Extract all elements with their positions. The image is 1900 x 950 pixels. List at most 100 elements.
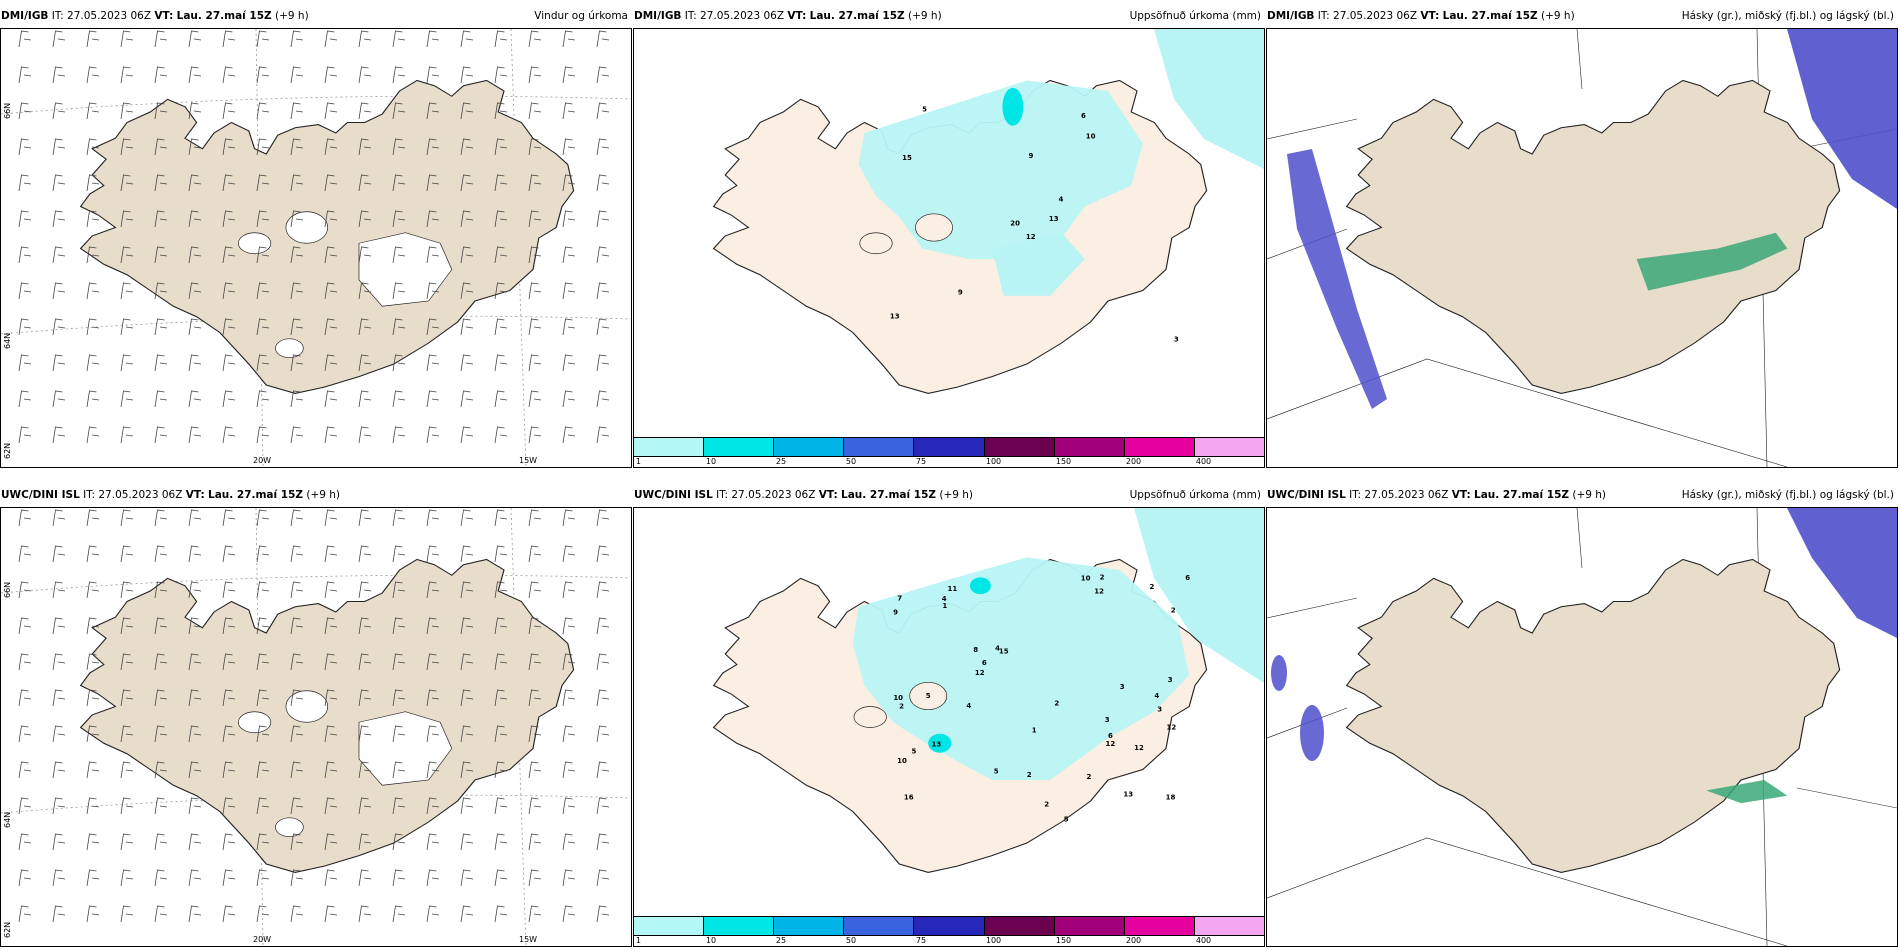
vt-label: VT: bbox=[185, 489, 205, 501]
wind-barb bbox=[290, 210, 304, 228]
wind-barb bbox=[154, 102, 168, 120]
wind-barb bbox=[256, 509, 270, 527]
precip-value: 1 bbox=[942, 602, 947, 610]
colorbar-segment bbox=[774, 917, 845, 935]
wind-barb bbox=[460, 725, 474, 743]
wind-barb bbox=[52, 66, 66, 84]
wind-barb bbox=[256, 102, 270, 120]
wind-barb bbox=[324, 509, 338, 527]
lat-label: 66N bbox=[3, 581, 12, 598]
model-name: DMI/IGB bbox=[1267, 10, 1315, 22]
precip-value: 16 bbox=[904, 794, 914, 802]
wind-barb bbox=[52, 797, 66, 815]
wind-barb bbox=[324, 102, 338, 120]
wind-barb bbox=[392, 869, 406, 887]
wind-barb bbox=[154, 797, 168, 815]
lon-label: 15W bbox=[519, 456, 538, 465]
precip-value: 2 bbox=[1087, 773, 1092, 781]
wind-barb bbox=[154, 30, 168, 48]
wind-barb bbox=[460, 174, 474, 192]
wind-barb bbox=[460, 138, 474, 156]
wind-barb bbox=[256, 617, 270, 635]
wind-barb bbox=[426, 318, 440, 336]
wind-barb bbox=[52, 30, 66, 48]
wind-barb bbox=[86, 833, 100, 851]
map-frame: 20W 15W 66N 64N 62N bbox=[0, 28, 632, 468]
wind-barb bbox=[562, 282, 576, 300]
it-label: IT: bbox=[1317, 10, 1330, 22]
precip-value: 6 bbox=[1081, 112, 1086, 120]
precip-value: 10 bbox=[1081, 574, 1091, 582]
wind-barb bbox=[392, 282, 406, 300]
wind-map bbox=[1, 29, 631, 467]
wind-barb bbox=[596, 246, 610, 264]
wind-barb bbox=[86, 689, 100, 707]
wind-barb bbox=[528, 653, 542, 671]
wind-barb bbox=[86, 725, 100, 743]
it-label: IT: bbox=[83, 489, 96, 501]
colorbar-labels: 1 10 25 50 75 100 150 200 400 bbox=[634, 457, 1264, 467]
wind-barb bbox=[596, 797, 610, 815]
wind-barb bbox=[562, 102, 576, 120]
wind-barb bbox=[290, 545, 304, 563]
wind-barb bbox=[52, 318, 66, 336]
wind-barb bbox=[18, 509, 32, 527]
it-label: IT: bbox=[51, 10, 64, 22]
wind-barb bbox=[324, 174, 338, 192]
precip-value: 1 bbox=[1032, 727, 1037, 735]
wind-barb bbox=[290, 905, 304, 923]
wind-barb bbox=[596, 30, 610, 48]
colorbar-label: 25 bbox=[775, 457, 787, 466]
wind-barb bbox=[528, 725, 542, 743]
wind-barb bbox=[86, 282, 100, 300]
wind-barb bbox=[222, 653, 236, 671]
wind-barb bbox=[256, 66, 270, 84]
wind-barb bbox=[188, 246, 202, 264]
wind-barb bbox=[358, 390, 372, 408]
wind-barb bbox=[18, 354, 32, 372]
wind-barb bbox=[460, 545, 474, 563]
wind-barb bbox=[154, 426, 168, 444]
lead-time: (+9 h) bbox=[275, 10, 309, 22]
wind-barb bbox=[290, 354, 304, 372]
vt-value: Lau. 27.maí 15Z bbox=[1442, 10, 1538, 22]
wind-barb bbox=[324, 210, 338, 228]
wind-barb bbox=[562, 581, 576, 599]
wind-barb bbox=[528, 66, 542, 84]
wind-barb bbox=[562, 725, 576, 743]
wind-barb bbox=[494, 66, 508, 84]
precip-value: 2 bbox=[1171, 607, 1176, 615]
wind-barb bbox=[290, 869, 304, 887]
wind-barb bbox=[528, 138, 542, 156]
colorbar-segment bbox=[914, 917, 985, 935]
precip-value: 13 bbox=[1123, 790, 1133, 798]
precip-value: 15 bbox=[999, 648, 1009, 656]
precip-value: 9 bbox=[958, 288, 963, 296]
wind-barb bbox=[392, 797, 406, 815]
wind-barb bbox=[120, 210, 134, 228]
wind-barb bbox=[528, 581, 542, 599]
precip-value: 2 bbox=[1044, 801, 1049, 809]
wind-barb bbox=[52, 174, 66, 192]
wind-barb bbox=[256, 138, 270, 156]
panel-clouds-dmi: DMI/IGB IT: 27.05.2023 06Z VT: Lau. 27.m… bbox=[1266, 6, 1898, 468]
colorbar-label: 100 bbox=[985, 457, 1002, 466]
wind-barb bbox=[120, 138, 134, 156]
wind-barb bbox=[222, 138, 236, 156]
wind-barb bbox=[86, 426, 100, 444]
wind-barb bbox=[52, 282, 66, 300]
wind-barb bbox=[596, 66, 610, 84]
colorbar-segment bbox=[634, 438, 705, 456]
precip-value: 2 bbox=[1150, 583, 1155, 591]
wind-barb bbox=[188, 138, 202, 156]
lat-label: 66N bbox=[3, 102, 12, 119]
wind-barb bbox=[324, 653, 338, 671]
precip-value: 12 bbox=[1094, 588, 1104, 596]
wind-barb bbox=[392, 354, 406, 372]
wind-barb bbox=[562, 797, 576, 815]
panel-header: DMI/IGB IT: 27.05.2023 06Z VT: Lau. 27.m… bbox=[634, 6, 1261, 26]
precip-value: 9 bbox=[893, 608, 898, 616]
lead-time: (+9 h) bbox=[1572, 489, 1607, 501]
colorbar-segment bbox=[1054, 917, 1125, 935]
wind-barb bbox=[86, 30, 100, 48]
